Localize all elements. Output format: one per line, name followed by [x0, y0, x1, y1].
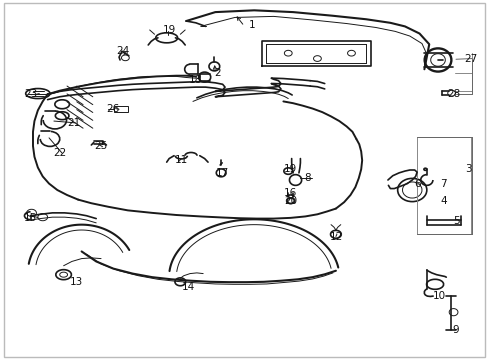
- Text: 14: 14: [182, 282, 195, 292]
- Text: 27: 27: [463, 54, 476, 64]
- Text: 8: 8: [304, 173, 310, 183]
- Text: 1: 1: [248, 19, 255, 30]
- Text: 26: 26: [106, 104, 120, 113]
- Text: 25: 25: [94, 141, 107, 151]
- Text: 22: 22: [53, 148, 66, 158]
- Text: 11: 11: [174, 156, 187, 165]
- Text: 17: 17: [216, 168, 229, 178]
- Text: 3: 3: [464, 164, 470, 174]
- Text: 9: 9: [452, 325, 458, 335]
- Text: 23: 23: [24, 89, 37, 99]
- Bar: [114, 106, 127, 112]
- Text: 15: 15: [24, 212, 37, 222]
- Text: 16: 16: [284, 188, 297, 198]
- Text: 4: 4: [440, 197, 446, 206]
- Text: 10: 10: [431, 291, 445, 301]
- Text: 13: 13: [70, 277, 83, 287]
- Text: 19: 19: [284, 164, 297, 174]
- Text: 20: 20: [284, 197, 297, 206]
- Text: 21: 21: [67, 118, 81, 128]
- Text: 6: 6: [413, 179, 420, 189]
- Text: 28: 28: [446, 89, 459, 99]
- Text: 5: 5: [452, 216, 458, 226]
- Text: 18: 18: [189, 75, 202, 85]
- Text: 2: 2: [214, 68, 221, 78]
- Text: 12: 12: [329, 232, 343, 242]
- Text: 19: 19: [162, 25, 175, 35]
- Text: 24: 24: [116, 46, 129, 57]
- Text: 7: 7: [440, 179, 446, 189]
